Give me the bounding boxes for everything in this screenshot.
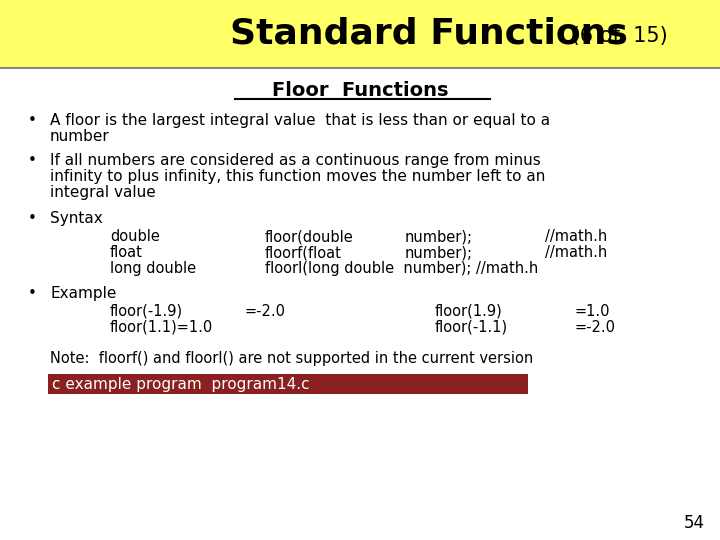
Text: Standard Functions: Standard Functions bbox=[230, 17, 628, 51]
Text: •: • bbox=[28, 286, 37, 301]
Text: =-2.0: =-2.0 bbox=[245, 304, 286, 319]
Text: (6 of  15): (6 of 15) bbox=[565, 26, 667, 46]
Text: =-2.0: =-2.0 bbox=[575, 320, 616, 335]
Text: double: double bbox=[110, 229, 160, 244]
Text: A floor is the largest integral value  that is less than or equal to a: A floor is the largest integral value th… bbox=[50, 113, 550, 128]
Text: floor(1.9): floor(1.9) bbox=[435, 304, 503, 319]
Text: floor(1.1)=1.0: floor(1.1)=1.0 bbox=[110, 320, 213, 335]
Text: floor(double: floor(double bbox=[265, 229, 354, 244]
Text: long double: long double bbox=[110, 261, 196, 276]
Text: //math.h: //math.h bbox=[545, 229, 607, 244]
Text: number: number bbox=[50, 129, 109, 144]
Text: If all numbers are considered as a continuous range from minus: If all numbers are considered as a conti… bbox=[50, 153, 541, 168]
Text: •: • bbox=[28, 211, 37, 226]
Text: floorl(long double  number); //math.h: floorl(long double number); //math.h bbox=[265, 261, 539, 276]
Text: float: float bbox=[110, 245, 143, 260]
Text: Syntax: Syntax bbox=[50, 211, 103, 226]
Text: Note:  floorf() and floorl() are not supported in the current version: Note: floorf() and floorl() are not supp… bbox=[50, 351, 534, 366]
Text: 54: 54 bbox=[684, 514, 705, 532]
FancyBboxPatch shape bbox=[48, 374, 528, 394]
Text: Example: Example bbox=[50, 286, 117, 301]
Text: integral value: integral value bbox=[50, 185, 156, 200]
Text: floor(-1.9): floor(-1.9) bbox=[110, 304, 183, 319]
FancyBboxPatch shape bbox=[0, 0, 720, 68]
Text: //math.h: //math.h bbox=[545, 245, 607, 260]
Text: floor(-1.1): floor(-1.1) bbox=[435, 320, 508, 335]
Text: Floor  Functions: Floor Functions bbox=[271, 80, 449, 99]
Text: c example program  program14.c: c example program program14.c bbox=[52, 376, 310, 392]
Text: infinity to plus infinity, this function moves the number left to an: infinity to plus infinity, this function… bbox=[50, 169, 545, 184]
Text: floorf(float: floorf(float bbox=[265, 245, 342, 260]
Text: number);: number); bbox=[405, 245, 473, 260]
Text: •: • bbox=[28, 153, 37, 168]
Text: number);: number); bbox=[405, 229, 473, 244]
Text: •: • bbox=[28, 113, 37, 128]
Text: =1.0: =1.0 bbox=[575, 304, 611, 319]
